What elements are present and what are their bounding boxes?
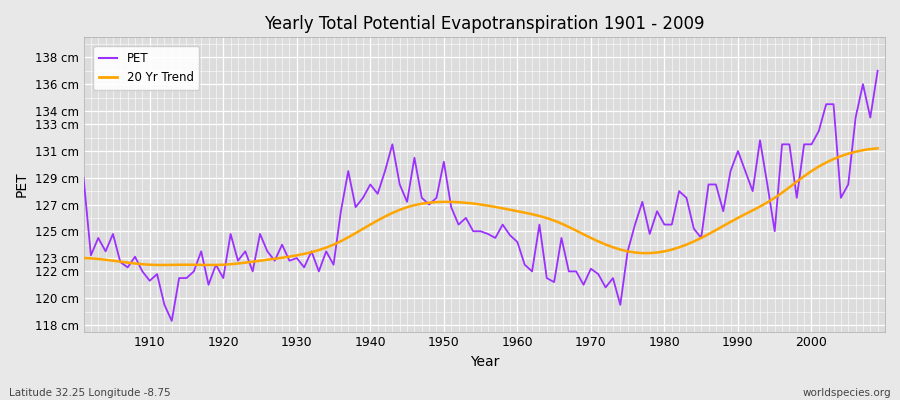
Y-axis label: PET: PET	[15, 172, 29, 197]
X-axis label: Year: Year	[470, 355, 499, 369]
Text: worldspecies.org: worldspecies.org	[803, 388, 891, 398]
Text: Latitude 32.25 Longitude -8.75: Latitude 32.25 Longitude -8.75	[9, 388, 171, 398]
Title: Yearly Total Potential Evapotranspiration 1901 - 2009: Yearly Total Potential Evapotranspiratio…	[264, 15, 705, 33]
Legend: PET, 20 Yr Trend: PET, 20 Yr Trend	[94, 46, 200, 90]
